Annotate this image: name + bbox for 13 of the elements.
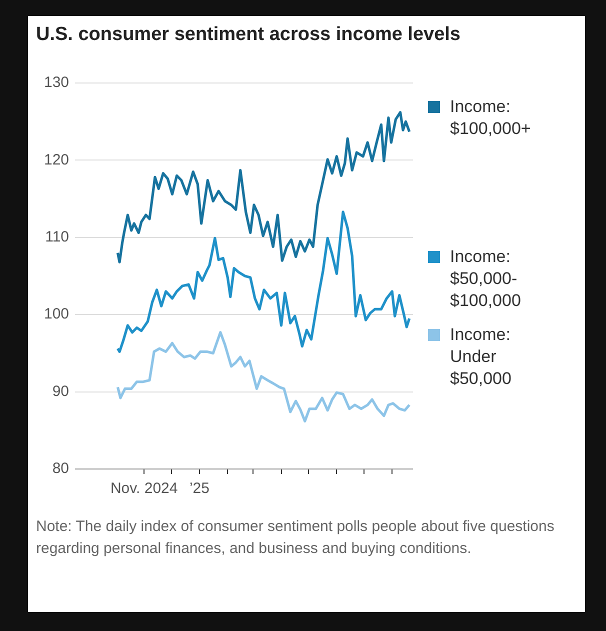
y-tick-label: 90 [52,382,70,400]
x-tick-label: ’25 [189,480,210,498]
legend-label: Income: $100,000+ [450,96,532,140]
legend-label: Income: Under $50,000 [450,324,512,390]
y-tick-label: 100 [44,306,70,323]
text: Note: The daily index of consumer sentiment polls people about five questions regarding personal finances, and business and buying conditions. [36,517,556,559]
legend-label: Income: $50,000-$100,000 [450,246,522,312]
y-tick-label: 80 [52,460,70,478]
y-tick-label: 130 [44,74,70,92]
y-tick-label: 120 [44,151,70,168]
y-tick-label: 110 [45,228,70,246]
x-tick-label: Nov. 2024 [110,480,178,498]
chart-title: U.S. consumer sentiment across income levels [36,24,461,46]
